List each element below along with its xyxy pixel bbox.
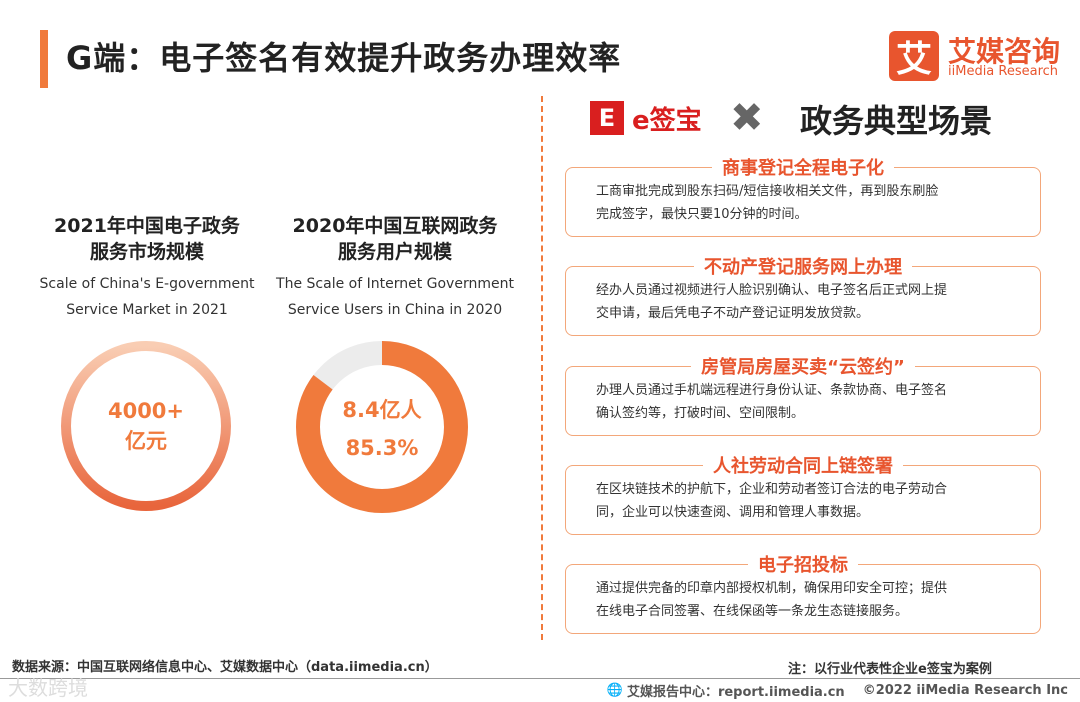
esign-logo-icon: E (590, 101, 624, 135)
scenario-card-line1: 在区块链技术的护航下，企业和劳动者签订合法的电子劳动合 (596, 482, 948, 497)
scenario-card-line2: 在线电子合同签署、在线保函等一条龙生态链接服务。 (596, 604, 909, 619)
user-scale-value: 8.4亿人 85.3% (322, 395, 442, 463)
stat-subtitle-line2: Service Market in 2021 (66, 302, 228, 318)
iimedia-logo-icon: 艾 (889, 31, 939, 81)
user-scale-value-line2: 85.3% (345, 436, 419, 460)
scenario-card: 电子招投标 通过提供完备的印章内部授权机制，确保用印安全可控；提供 在线电子合同… (565, 555, 1041, 634)
market-scale-value-line2: 亿元 (125, 429, 167, 453)
scenario-card-body: 经办人员通过视频进行人脸识别确认、电子签名后正式网上提 交申请，最后凭电子不动产… (596, 279, 1020, 325)
user-scale-donut (296, 341, 468, 513)
scenario-card-line1: 经办人员通过视频进行人脸识别确认、电子签名后正式网上提 (596, 283, 948, 298)
globe-icon: 🌐 (606, 683, 623, 698)
logo-english-name: iiMedia Research (948, 64, 1059, 79)
scenario-card-line1: 办理人员通过手机端远程进行身份认证、条款协商、电子签名 (596, 383, 948, 398)
scenario-card-body: 工商审批完成到股东扫码/短信接收相关文件，再到股东刷脸 完成签字，最快只要10分… (596, 180, 1020, 226)
stat-title-line2: 服务用户规模 (337, 241, 452, 263)
scenario-card-title: 电子招投标 (566, 551, 1040, 577)
stat-subtitle-line1: Scale of China's E-government (39, 276, 255, 292)
scenario-card-title-text: 商事登记全程电子化 (712, 158, 894, 179)
title-accent-bar (40, 30, 48, 88)
scenario-card-line2: 同，企业可以快速查阅、调用和管理人事数据。 (596, 505, 870, 520)
scenario-card-line2: 完成签字，最快只要10分钟的时间。 (596, 207, 808, 222)
scenario-card: 人社劳动合同上链签署 在区块链技术的护航下，企业和劳动者签订合法的电子劳动合 同… (565, 456, 1041, 535)
footnote: 注：以行业代表性企业e签宝为案例 (788, 662, 992, 677)
market-scale-ring-arc (61, 341, 231, 511)
donut-value-arc (296, 341, 468, 513)
dashed-divider (541, 96, 543, 640)
page-title: G端：电子签名有效提升政务办理效率 (66, 39, 622, 77)
footer-divider (0, 678, 1080, 679)
logo-chinese-name: 艾媒咨询 (948, 35, 1061, 68)
scenario-card-title: 房管局房屋买卖“云签约” (566, 353, 1040, 379)
footer-credits: 🌐 艾媒报告中心：report.iimedia.cn ©2022 iiMedia… (607, 681, 1068, 700)
report-center-link[interactable]: 艾媒报告中心：report.iimedia.cn (626, 685, 845, 700)
scenario-card-line2: 确认签约等，打破时间、空间限制。 (596, 406, 805, 421)
copyright: ©2022 iiMedia Research Inc (862, 683, 1068, 698)
scenario-card: 房管局房屋买卖“云签约” 办理人员通过手机端远程进行身份认证、条款协商、电子签名… (565, 357, 1041, 436)
scenario-card-line1: 工商审批完成到股东扫码/短信接收相关文件，再到股东刷脸 (596, 184, 939, 199)
scenario-card-body: 办理人员通过手机端远程进行身份认证、条款协商、电子签名 确认签约等，打破时间、空… (596, 379, 1020, 425)
esign-brand-name: e签宝 (632, 105, 702, 136)
data-source: 数据来源：中国互联网络信息中心、艾媒数据中心（data.iimedia.cn） (12, 660, 438, 675)
scenario-card-line1: 通过提供完备的印章内部授权机制，确保用印安全可控；提供 (596, 581, 948, 596)
scenario-card-title-text: 人社劳动合同上链签署 (703, 456, 903, 477)
market-scale-value-line1: 4000+ (107, 399, 185, 423)
scenario-card-title: 不动产登记服务网上办理 (566, 253, 1040, 279)
scenario-card-body: 通过提供完备的印章内部授权机制，确保用印安全可控；提供 在线电子合同签署、在线保… (596, 577, 1020, 623)
stat-market-scale: 2021年中国电子政务 服务市场规模 Scale of China's E-go… (22, 213, 272, 323)
scenario-card-title: 人社劳动合同上链签署 (566, 452, 1040, 478)
scenario-card-body: 在区块链技术的护航下，企业和劳动者签订合法的电子劳动合 同，企业可以快速查阅、调… (596, 478, 1020, 524)
stat-subtitle-line1: The Scale of Internet Government (276, 276, 514, 292)
watermark: 大数跨境 (8, 676, 88, 700)
scenario-card: 不动产登记服务网上办理 经办人员通过视频进行人脸识别确认、电子签名后正式网上提 … (565, 257, 1041, 336)
user-scale-value-line1: 8.4亿人 (342, 398, 422, 422)
stat-title-line1: 2021年中国电子政务 (54, 215, 240, 237)
stat-subtitle-line2: Service Users in China in 2020 (287, 302, 503, 318)
stat-title-line1: 2020年中国互联网政务 (292, 215, 498, 237)
stat-title-line2: 服务市场规模 (89, 241, 204, 263)
scene-title: 政务典型场景 (800, 102, 993, 140)
market-scale-ring (61, 341, 231, 511)
scenario-card-title-text: 电子招投标 (748, 555, 858, 576)
scenario-card: 商事登记全程电子化 工商审批完成到股东扫码/短信接收相关文件，再到股东刷脸 完成… (565, 158, 1041, 237)
scenario-card-title: 商事登记全程电子化 (566, 154, 1040, 180)
esign-brand: E e签宝 (590, 100, 702, 136)
cross-icon: ✖ (730, 95, 764, 141)
scenario-card-line2: 交申请，最后凭电子不动产登记证明发放贷款。 (596, 306, 870, 321)
scenario-card-title-text: 房管局房屋买卖“云签约” (691, 357, 915, 378)
market-scale-value: 4000+ 亿元 (86, 396, 206, 456)
scenario-card-title-text: 不动产登记服务网上办理 (694, 257, 912, 278)
stat-user-scale: 2020年中国互联网政务 服务用户规模 The Scale of Interne… (270, 213, 520, 323)
